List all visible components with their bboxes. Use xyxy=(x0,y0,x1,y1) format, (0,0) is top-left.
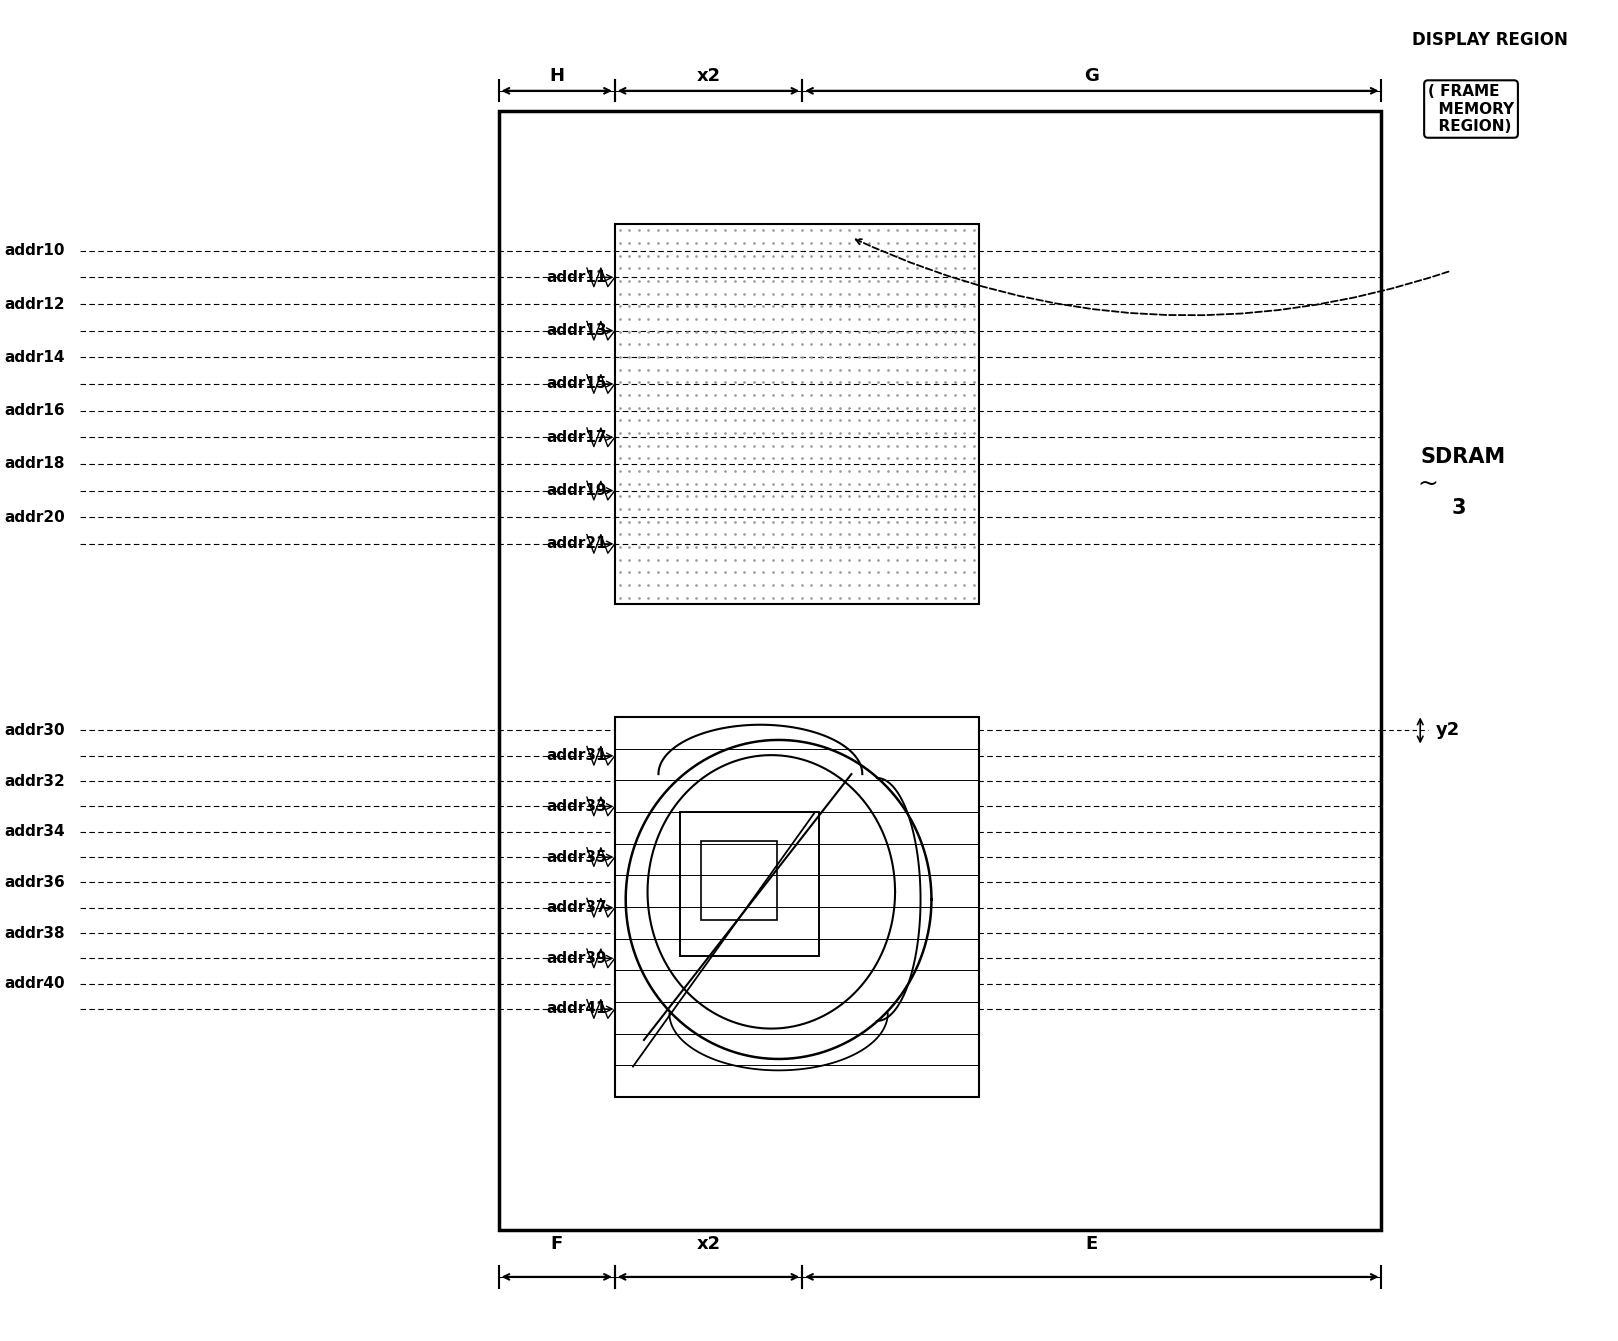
Text: addr35: addr35 xyxy=(547,850,607,865)
Text: x2: x2 xyxy=(696,67,720,84)
Text: addr10: addr10 xyxy=(5,243,65,259)
Text: addr20: addr20 xyxy=(5,510,65,524)
Text: addr15: addr15 xyxy=(547,377,607,392)
Text: addr17: addr17 xyxy=(547,429,607,445)
Text: addr14: addr14 xyxy=(5,350,65,365)
Text: addr19: addr19 xyxy=(547,483,607,498)
Text: addr21: addr21 xyxy=(547,536,607,551)
Text: ( FRAME
  MEMORY
  REGION): ( FRAME MEMORY REGION) xyxy=(1429,84,1514,134)
Bar xyxy=(680,813,819,956)
Bar xyxy=(701,841,777,920)
Bar xyxy=(615,717,979,1097)
Text: addr37: addr37 xyxy=(547,900,607,915)
Text: addr30: addr30 xyxy=(5,723,65,738)
Text: addr41: addr41 xyxy=(547,1002,607,1016)
Text: addr33: addr33 xyxy=(547,799,607,814)
Text: H: H xyxy=(549,67,565,84)
Text: addr31: addr31 xyxy=(547,748,607,763)
Text: E: E xyxy=(1086,1235,1099,1252)
Text: x2: x2 xyxy=(696,1235,720,1252)
Text: addr32: addr32 xyxy=(5,774,65,789)
Bar xyxy=(498,111,1382,1230)
Text: SDRAM: SDRAM xyxy=(1421,448,1505,467)
Bar xyxy=(615,224,979,603)
Text: 3: 3 xyxy=(1451,498,1466,518)
Text: G: G xyxy=(1084,67,1099,84)
Text: addr18: addr18 xyxy=(5,456,65,472)
Text: ~: ~ xyxy=(1417,472,1438,496)
Text: y2: y2 xyxy=(1435,721,1459,739)
Text: F: F xyxy=(550,1235,563,1252)
Text: addr38: addr38 xyxy=(5,925,65,940)
Text: addr16: addr16 xyxy=(5,404,65,418)
Text: DISPLAY REGION: DISPLAY REGION xyxy=(1413,31,1568,48)
Text: addr34: addr34 xyxy=(5,825,65,839)
Text: addr36: addr36 xyxy=(5,874,65,890)
Text: addr11: addr11 xyxy=(547,270,607,284)
Text: addr13: addr13 xyxy=(547,323,607,338)
Text: addr39: addr39 xyxy=(547,951,607,966)
Text: addr12: addr12 xyxy=(5,296,65,311)
Text: addr40: addr40 xyxy=(5,976,65,991)
